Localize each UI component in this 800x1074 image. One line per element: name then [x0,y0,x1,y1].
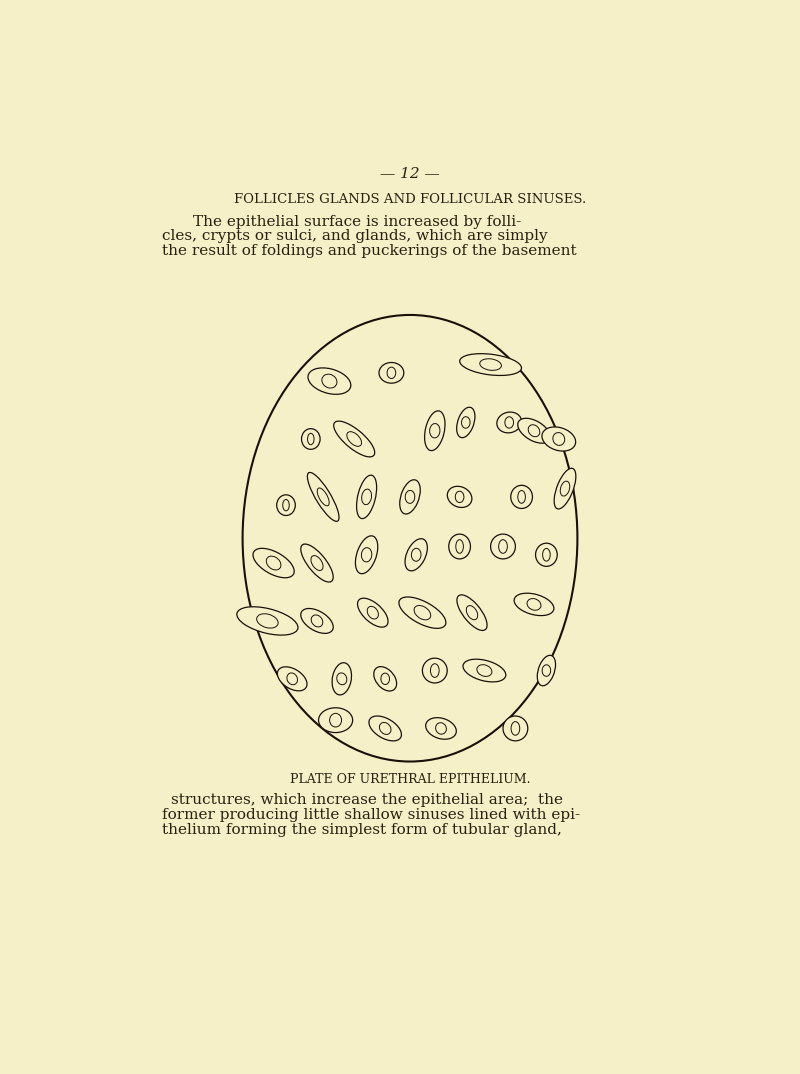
Ellipse shape [463,659,506,682]
Text: The epithelial surface is increased by folli-: The epithelial surface is increased by f… [193,215,522,229]
Ellipse shape [355,536,378,574]
Ellipse shape [369,716,402,741]
Text: PLATE OF URETHRAL EPITHELIUM.: PLATE OF URETHRAL EPITHELIUM. [290,773,530,786]
Ellipse shape [449,534,470,558]
Text: cles, crypts or sulci, and glands, which are simply: cles, crypts or sulci, and glands, which… [162,230,548,244]
Ellipse shape [302,429,320,449]
Text: structures, which increase the epithelial area;  the: structures, which increase the epithelia… [171,794,563,808]
Ellipse shape [278,667,307,691]
Ellipse shape [538,655,555,686]
Ellipse shape [503,716,528,741]
Ellipse shape [460,353,522,376]
Ellipse shape [358,598,388,627]
Ellipse shape [308,368,351,394]
Ellipse shape [425,411,445,451]
Ellipse shape [301,609,334,634]
Text: FOLLICLES GLANDS AND FOLLICULAR SINUSES.: FOLLICLES GLANDS AND FOLLICULAR SINUSES. [234,192,586,206]
Ellipse shape [497,412,522,433]
Ellipse shape [400,480,420,514]
Ellipse shape [301,545,334,582]
Ellipse shape [253,549,294,578]
Ellipse shape [379,363,404,383]
Ellipse shape [490,534,515,558]
Ellipse shape [277,495,295,516]
Ellipse shape [334,421,374,456]
Text: thelium forming the simplest form of tubular gland,: thelium forming the simplest form of tub… [162,823,562,837]
Ellipse shape [554,468,576,509]
Ellipse shape [318,708,353,732]
Ellipse shape [357,475,377,519]
Ellipse shape [510,485,533,508]
Ellipse shape [542,427,576,451]
Ellipse shape [307,473,339,521]
Ellipse shape [374,667,397,691]
Ellipse shape [399,597,446,628]
Ellipse shape [332,663,351,695]
Text: former producing little shallow sinuses lined with epi-: former producing little shallow sinuses … [162,809,580,823]
Ellipse shape [535,543,558,566]
Ellipse shape [426,717,456,739]
Ellipse shape [518,418,550,444]
Ellipse shape [514,593,554,615]
Ellipse shape [457,595,487,630]
Ellipse shape [447,487,472,507]
Ellipse shape [405,539,427,571]
Ellipse shape [457,407,475,438]
Text: — 12 —: — 12 — [380,168,440,182]
Ellipse shape [237,607,298,635]
Ellipse shape [422,658,447,683]
Text: the result of foldings and puckerings of the basement: the result of foldings and puckerings of… [162,244,577,258]
